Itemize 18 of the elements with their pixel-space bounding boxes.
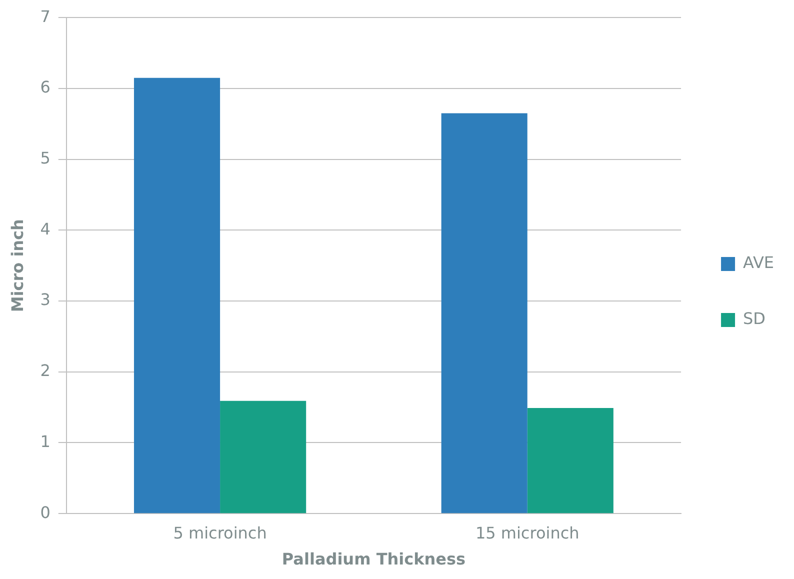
y-tick-label: 0 xyxy=(40,502,50,522)
bar xyxy=(527,408,614,514)
x-axis-title: Palladium Thickness xyxy=(282,550,466,569)
bar xyxy=(134,78,220,514)
y-tick-label: 1 xyxy=(40,432,50,451)
x-tick-label: 15 microinch xyxy=(475,523,580,542)
y-tick-label: 3 xyxy=(40,290,50,310)
y-tick-label: 6 xyxy=(40,78,50,97)
y-tick-label: 7 xyxy=(40,6,50,26)
y-tick-label: 4 xyxy=(40,219,50,238)
legend-label: SD xyxy=(743,309,766,328)
x-tick-label: 5 microinch xyxy=(173,523,267,542)
y-tick-label: 2 xyxy=(40,361,50,380)
bar xyxy=(220,400,306,514)
y-tick-label: 5 xyxy=(40,148,50,168)
bar xyxy=(441,113,528,514)
legend-label: AVE xyxy=(743,253,774,272)
y-axis-title: Micro inch xyxy=(8,219,27,312)
